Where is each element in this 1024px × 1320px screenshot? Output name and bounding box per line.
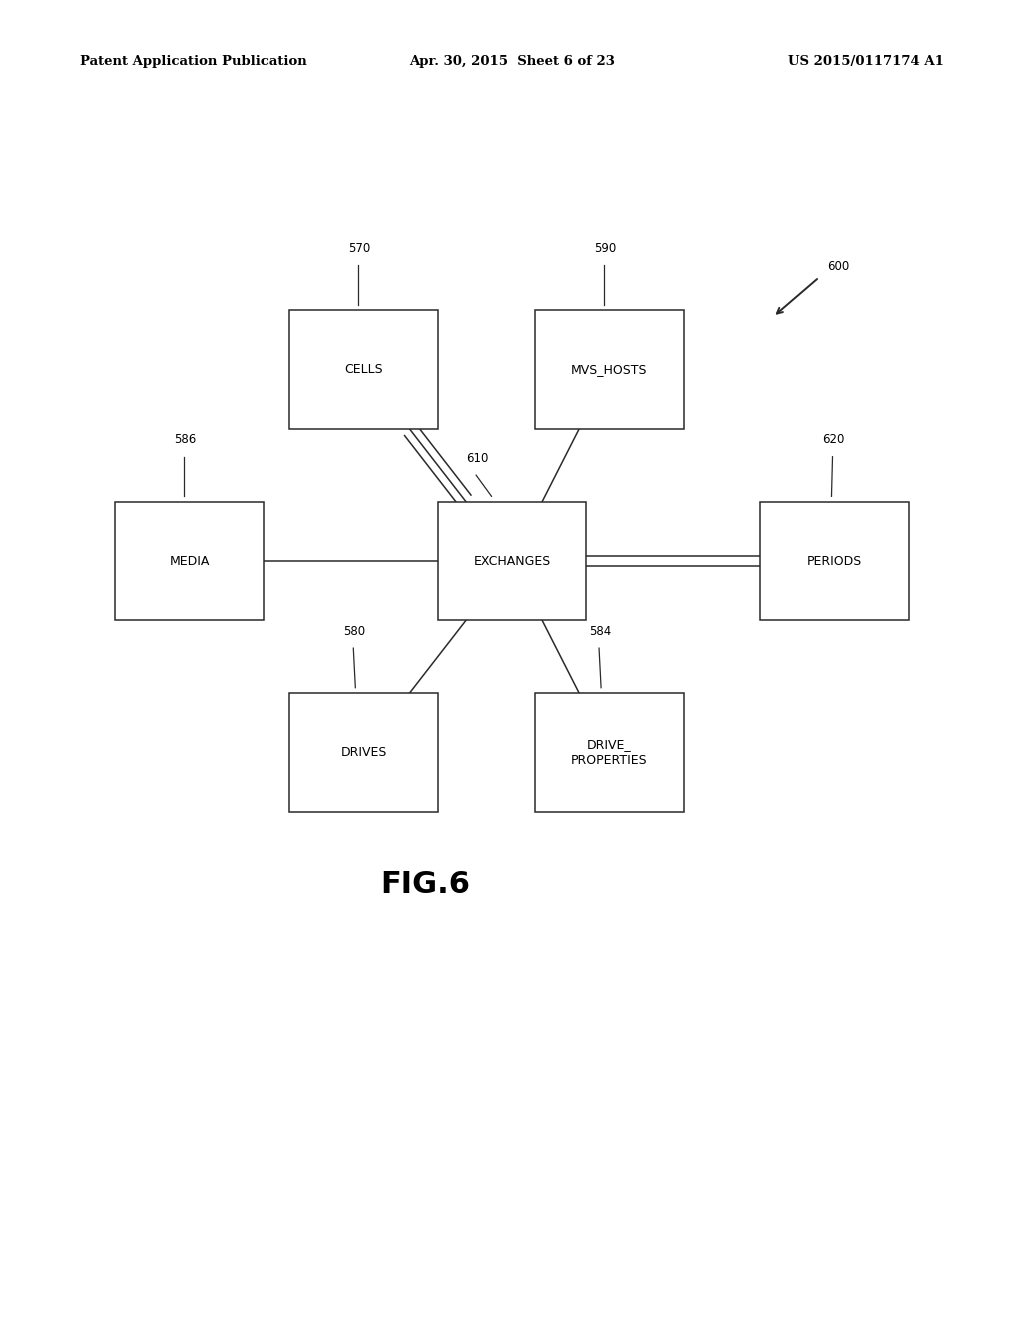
FancyBboxPatch shape — [115, 502, 264, 620]
Text: Apr. 30, 2015  Sheet 6 of 23: Apr. 30, 2015 Sheet 6 of 23 — [409, 55, 615, 69]
Text: US 2015/0117174 A1: US 2015/0117174 A1 — [788, 55, 944, 69]
Text: 620: 620 — [822, 433, 845, 446]
Text: 580: 580 — [343, 624, 366, 638]
FancyBboxPatch shape — [760, 502, 909, 620]
Text: MVS_HOSTS: MVS_HOSTS — [571, 363, 647, 376]
Text: PERIODS: PERIODS — [807, 554, 862, 568]
FancyBboxPatch shape — [535, 310, 684, 429]
FancyBboxPatch shape — [289, 693, 438, 812]
Text: MEDIA: MEDIA — [169, 554, 210, 568]
Text: DRIVE_
PROPERTIES: DRIVE_ PROPERTIES — [571, 738, 647, 767]
Text: FIG.6: FIG.6 — [380, 870, 470, 899]
Text: EXCHANGES: EXCHANGES — [473, 554, 551, 568]
Text: CELLS: CELLS — [344, 363, 383, 376]
Text: 590: 590 — [594, 242, 616, 255]
FancyBboxPatch shape — [289, 310, 438, 429]
Text: 586: 586 — [174, 433, 197, 446]
Text: DRIVES: DRIVES — [340, 746, 387, 759]
Text: 570: 570 — [348, 242, 371, 255]
FancyBboxPatch shape — [535, 693, 684, 812]
Text: 600: 600 — [827, 260, 850, 273]
Text: 610: 610 — [466, 451, 488, 465]
Text: 584: 584 — [589, 624, 611, 638]
Text: Patent Application Publication: Patent Application Publication — [80, 55, 306, 69]
FancyBboxPatch shape — [438, 502, 586, 620]
